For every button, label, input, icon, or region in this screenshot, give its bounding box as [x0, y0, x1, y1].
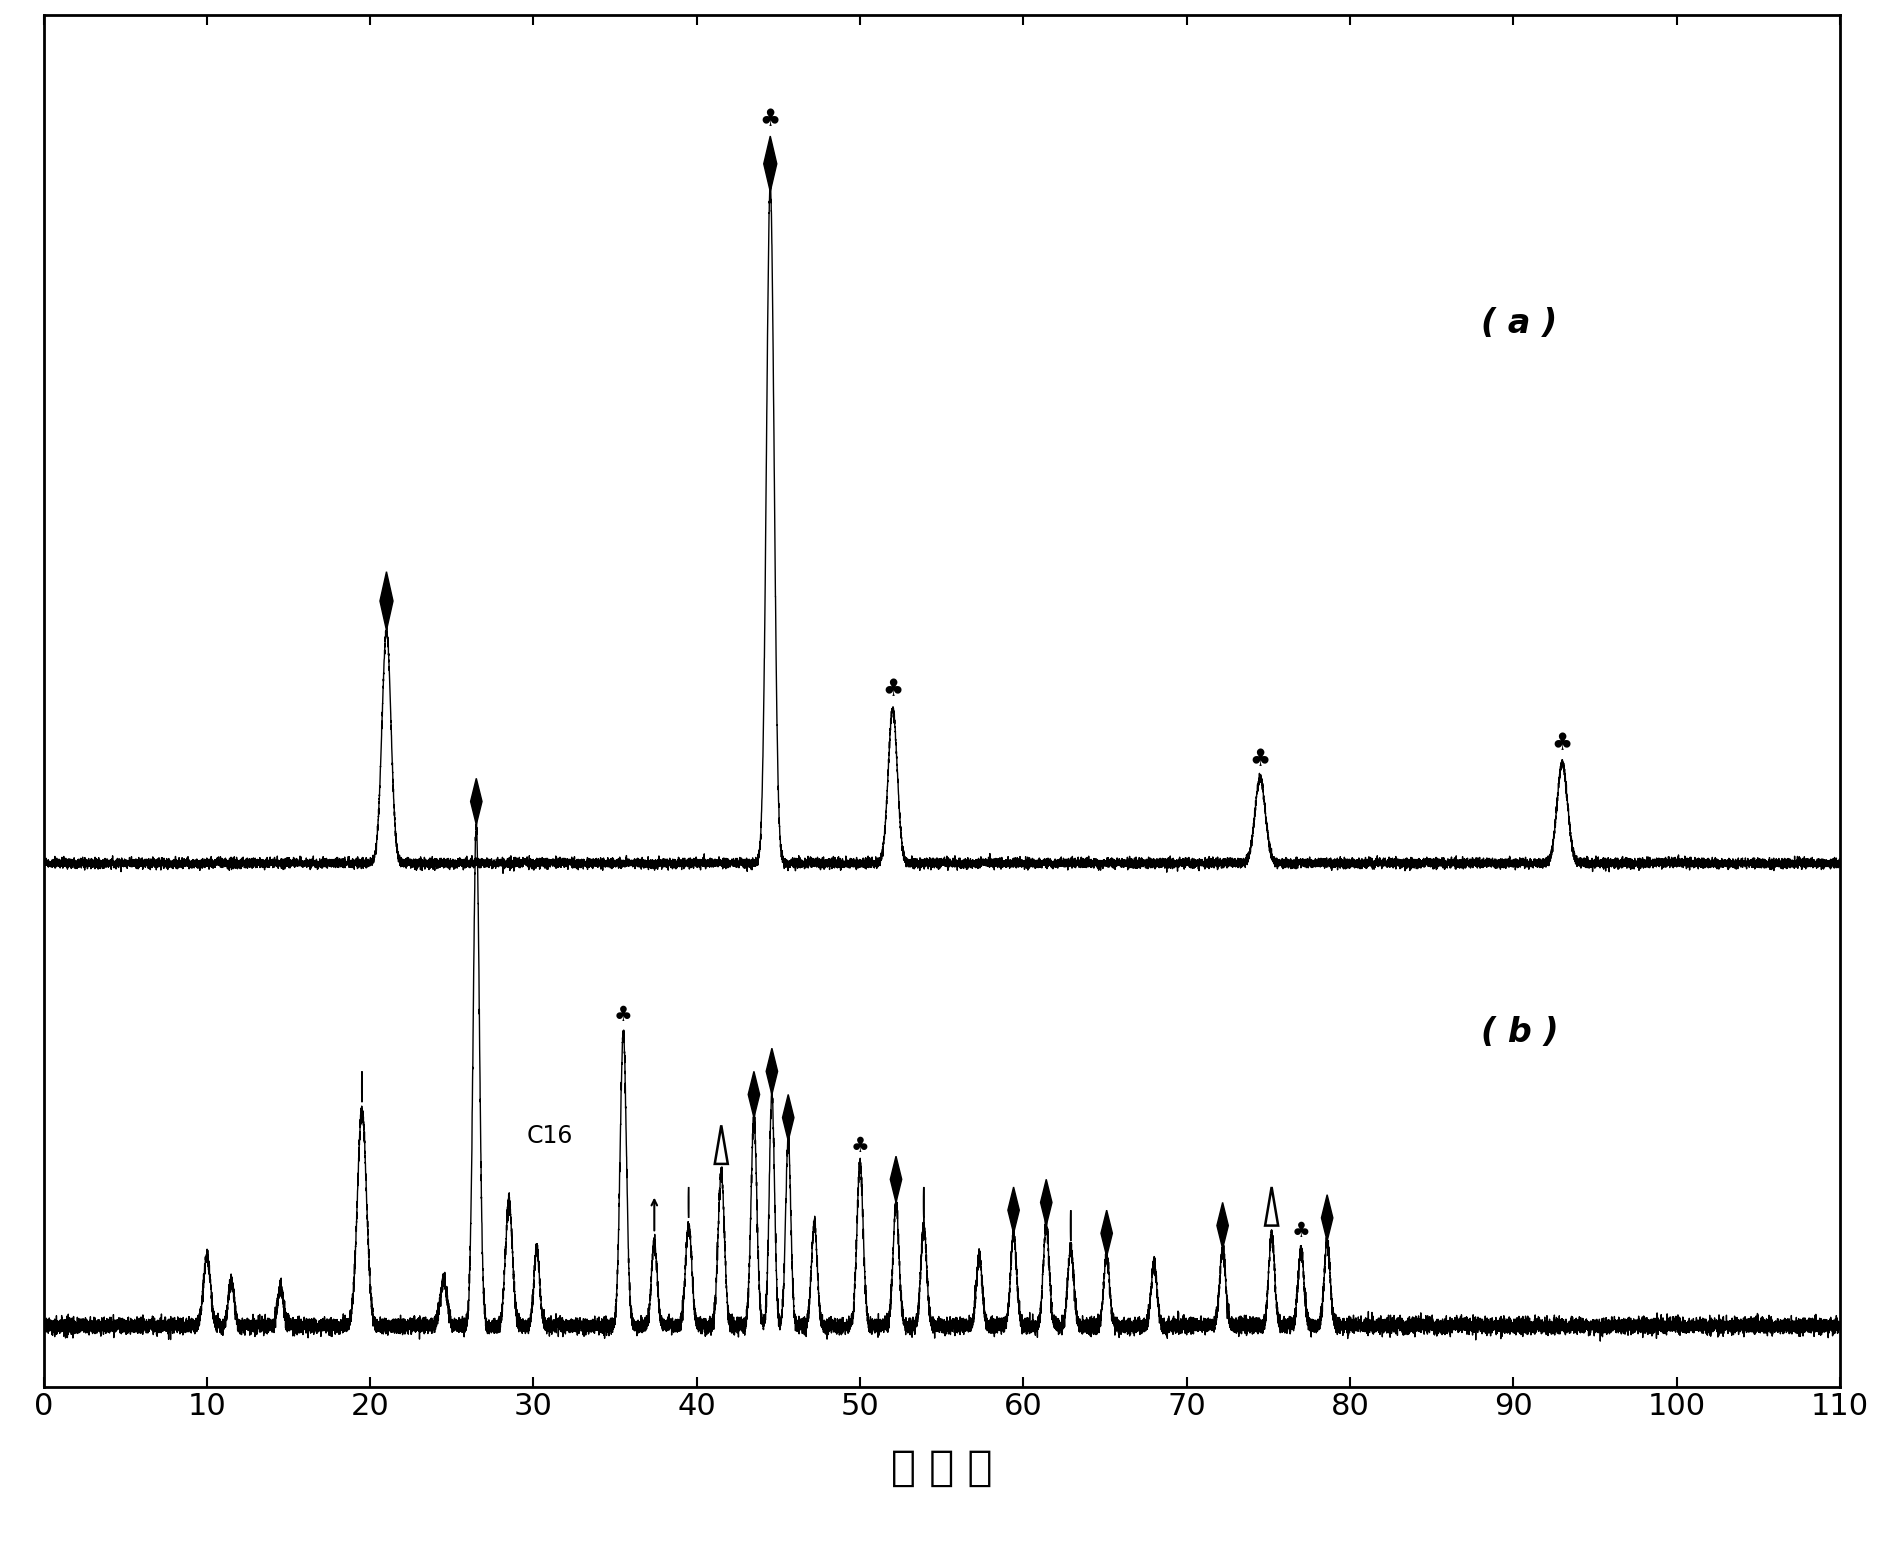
Polygon shape [381, 572, 394, 630]
Text: ( b ): ( b ) [1481, 1016, 1558, 1049]
Polygon shape [471, 778, 482, 825]
Polygon shape [1321, 1195, 1332, 1240]
Text: ♣: ♣ [759, 106, 780, 130]
Text: ♣: ♣ [1552, 731, 1573, 755]
Text: ♣: ♣ [882, 677, 902, 702]
Polygon shape [763, 136, 776, 191]
Polygon shape [782, 1095, 793, 1140]
Polygon shape [767, 1048, 778, 1095]
Polygon shape [1040, 1179, 1051, 1226]
Polygon shape [1217, 1203, 1228, 1248]
Text: ♣: ♣ [614, 1005, 633, 1026]
Text: ♣: ♣ [1249, 747, 1270, 770]
Polygon shape [1008, 1187, 1019, 1234]
Polygon shape [1100, 1211, 1112, 1256]
Text: ♣: ♣ [852, 1137, 869, 1156]
Polygon shape [748, 1071, 759, 1118]
Text: C16: C16 [528, 1124, 573, 1148]
Polygon shape [891, 1156, 902, 1203]
Text: ♣: ♣ [1292, 1221, 1311, 1240]
Text: ( a ): ( a ) [1481, 307, 1556, 340]
X-axis label: 衍 射 角: 衍 射 角 [891, 1447, 993, 1488]
